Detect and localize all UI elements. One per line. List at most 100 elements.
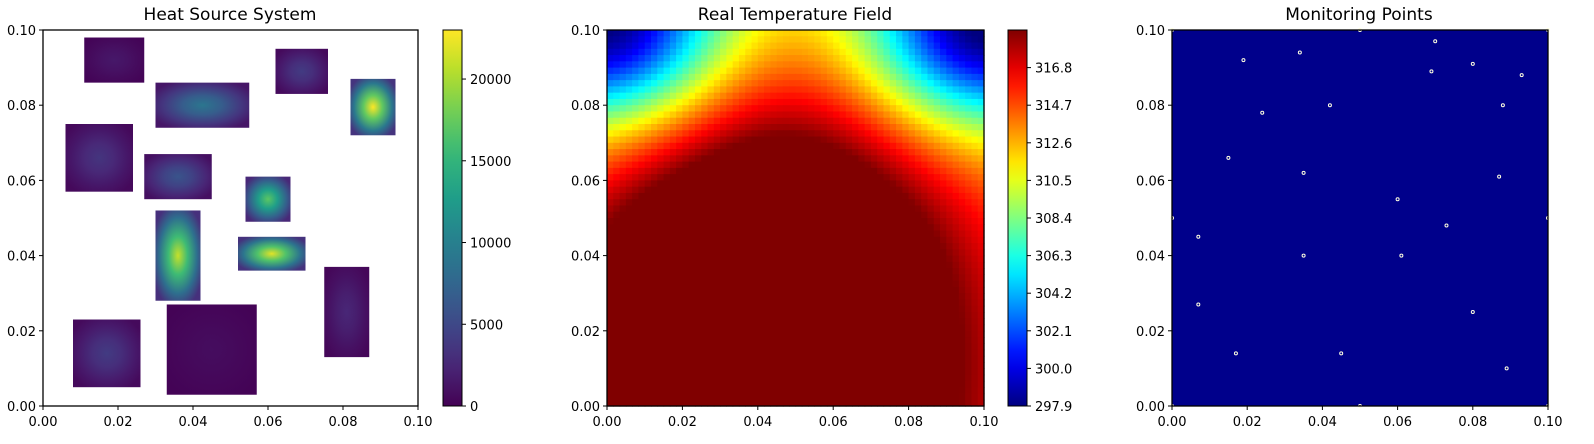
temperature-cell xyxy=(644,136,652,144)
temperature-cell xyxy=(902,86,910,94)
temperature-cell xyxy=(657,380,665,388)
temperature-cell xyxy=(757,155,765,163)
y-tick-label: 0.00 xyxy=(1136,400,1165,415)
temperature-cell xyxy=(902,261,910,269)
temperature-cell xyxy=(638,36,646,44)
temperature-cell xyxy=(946,337,954,344)
temperature-cell xyxy=(789,73,797,81)
temperature-cell xyxy=(638,149,646,156)
temperature-cell xyxy=(757,205,765,213)
temperature-cell xyxy=(971,86,979,94)
temperature-cell xyxy=(669,243,677,250)
temperature-cell xyxy=(650,80,658,87)
temperature-cell xyxy=(751,224,759,232)
temperature-cell xyxy=(625,374,633,382)
temperature-cell xyxy=(902,393,910,401)
temperature-cell xyxy=(757,80,765,87)
temperature-cell xyxy=(921,111,929,119)
temperature-cell xyxy=(795,268,803,275)
temperature-cell xyxy=(977,86,985,94)
temperature-cell xyxy=(808,337,815,344)
temperature-cell xyxy=(757,218,765,225)
temperature-cell xyxy=(751,124,759,131)
temperature-cell xyxy=(619,167,627,175)
temperature-cell xyxy=(789,205,797,213)
temperature-cell xyxy=(613,280,621,288)
temperature-cell xyxy=(669,274,677,282)
temperature-cell xyxy=(858,337,866,344)
temperature-cell xyxy=(745,318,753,326)
temperature-cell xyxy=(757,117,765,125)
temperature-cell xyxy=(650,167,658,175)
temperature-cell xyxy=(707,149,715,156)
temperature-cell xyxy=(845,73,853,81)
temperature-cell xyxy=(669,399,677,407)
temperature-cell xyxy=(694,349,702,357)
temperature-cell xyxy=(738,42,746,50)
temperature-cell xyxy=(877,67,885,75)
temperature-cell xyxy=(896,380,903,388)
temperature-cell xyxy=(619,261,627,269)
temperature-cell xyxy=(946,343,954,351)
temperature-cell xyxy=(927,343,935,351)
temperature-cell xyxy=(770,312,778,319)
temperature-cell xyxy=(650,92,658,100)
temperature-cell xyxy=(852,92,859,100)
temperature-cell xyxy=(657,355,665,363)
temperature-cell xyxy=(889,80,897,87)
temperature-cell xyxy=(826,130,834,138)
temperature-cell xyxy=(801,55,809,62)
temperature-cell xyxy=(650,61,658,69)
temperature-cell xyxy=(839,255,847,263)
temperature-cell xyxy=(707,186,715,194)
temperature-cell xyxy=(814,299,822,307)
temperature-cell xyxy=(776,174,784,181)
temperature-cell xyxy=(782,399,790,407)
temperature-cell xyxy=(738,48,746,56)
temperature-cell xyxy=(902,280,910,288)
temperature-cell xyxy=(940,362,947,369)
temperature-cell xyxy=(801,286,809,294)
temperature-cell xyxy=(757,67,765,75)
temperature-cell xyxy=(896,98,903,106)
temperature-cell xyxy=(927,374,935,382)
temperature-cell xyxy=(738,249,746,257)
temperature-cell xyxy=(632,61,640,69)
temperature-cell xyxy=(607,380,614,388)
temperature-cell xyxy=(738,243,746,250)
temperature-cell xyxy=(858,199,866,207)
temperature-cell xyxy=(801,199,809,207)
temperature-cell xyxy=(902,199,910,207)
temperature-cell xyxy=(940,330,947,338)
temperature-cell xyxy=(732,136,740,144)
temperature-cell xyxy=(845,174,853,181)
temperature-cell xyxy=(650,255,658,263)
temperature-cell xyxy=(770,211,778,219)
temperature-cell xyxy=(770,67,778,75)
temperature-cell xyxy=(877,161,885,169)
temperature-cell xyxy=(738,393,746,401)
temperature-cell xyxy=(801,149,809,156)
temperature-cell xyxy=(940,380,947,388)
temperature-cell xyxy=(726,48,734,56)
temperature-cell xyxy=(632,48,640,56)
monitoring-point xyxy=(1196,302,1201,307)
x-tick-label: 0.04 xyxy=(1308,415,1337,430)
temperature-cell xyxy=(870,337,878,344)
temperature-cell xyxy=(971,161,979,169)
temperature-cell xyxy=(808,48,815,56)
temperature-cell xyxy=(795,299,803,307)
temperature-cell xyxy=(663,280,671,288)
temperature-cell xyxy=(914,211,922,219)
temperature-cell xyxy=(657,211,665,219)
temperature-cell xyxy=(808,224,815,232)
temperature-cell xyxy=(870,142,878,150)
x-tick-label: 0.06 xyxy=(254,415,283,430)
temperature-cell xyxy=(632,362,640,369)
temperature-cell xyxy=(789,399,797,407)
temperature-cell xyxy=(676,355,683,363)
temperature-cell xyxy=(770,149,778,156)
temperature-cell xyxy=(902,305,910,313)
temperature-cell xyxy=(751,324,759,332)
temperature-cell xyxy=(694,205,702,213)
